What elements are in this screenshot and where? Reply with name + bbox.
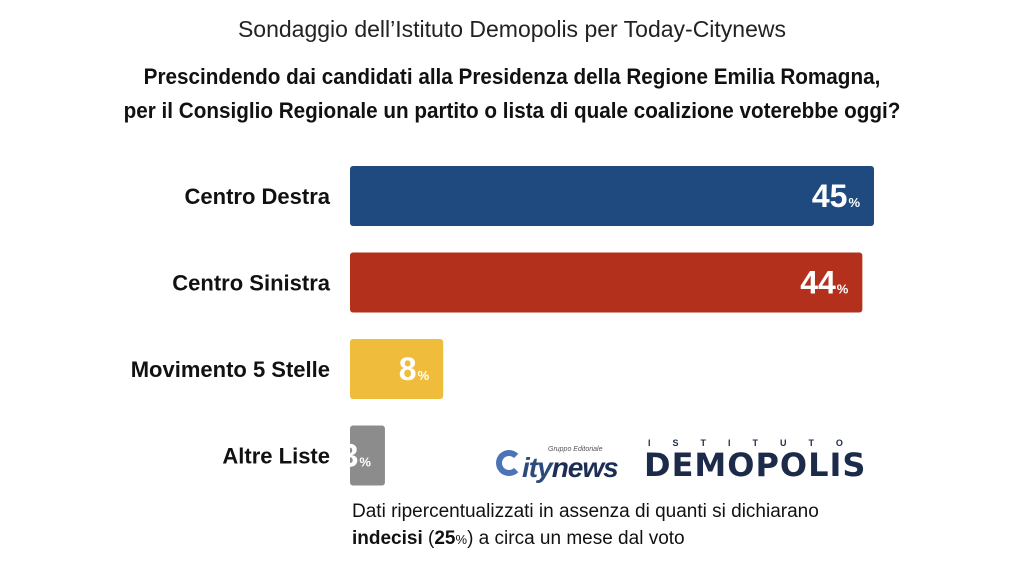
citynews-group-label: Gruppo Editoriale <box>548 446 603 453</box>
question-line-2: per il Consiglio Regionale un partito o … <box>123 98 901 123</box>
logos: Gruppo Editoriale itynews ISTITUTO DEMOP… <box>494 438 884 488</box>
citynews-logo: Gruppo Editoriale itynews <box>494 438 624 488</box>
citynews-news: news <box>551 452 619 483</box>
category-label: Altre Liste <box>222 444 330 469</box>
footnote-undecided-value: 25 <box>434 528 456 549</box>
citynews-wordmark: itynews <box>522 452 619 484</box>
bar <box>350 252 863 313</box>
bar <box>350 166 874 226</box>
bar <box>350 425 385 486</box>
value-label: 44% <box>800 265 849 301</box>
demopolis-wordmark: DEMOPOLIS <box>644 446 867 484</box>
demopolis-logo: ISTITUTO DEMOPOLIS <box>644 438 884 488</box>
istituto-label: ISTITUTO <box>648 438 865 448</box>
footnote-line-1: Dati ripercentualizzati in assenza di qu… <box>352 501 819 522</box>
survey-source: Sondaggio dell’Istituto Demopolis per To… <box>237 16 787 42</box>
survey-question: Prescindendo dai candidati alla Presiden… <box>31 60 994 128</box>
footnote-bold-word: indecisi <box>352 528 423 549</box>
footnote-rest: ) a circa un mese dal voto <box>467 528 685 549</box>
bar <box>350 339 444 399</box>
footnote: Dati ripercentualizzati in assenza di qu… <box>352 498 819 553</box>
footnote-line-2: indecisi (25%) a circa un mese dal voto <box>352 525 819 553</box>
value-label: 8% <box>399 351 430 387</box>
citynews-ity: ity <box>522 452 553 483</box>
category-label: Centro Sinistra <box>172 271 330 296</box>
citynews-c-icon <box>496 450 522 476</box>
category-label: Centro Destra <box>185 184 331 209</box>
footnote-open-paren: ( <box>422 528 435 549</box>
value-label: 45% <box>812 178 861 214</box>
category-label: Movimento 5 Stelle <box>131 357 330 382</box>
question-line-1: Prescindendo dai candidati alla Presiden… <box>143 64 881 89</box>
value-label: 3% <box>341 438 372 474</box>
footnote-pct: % <box>455 532 468 547</box>
